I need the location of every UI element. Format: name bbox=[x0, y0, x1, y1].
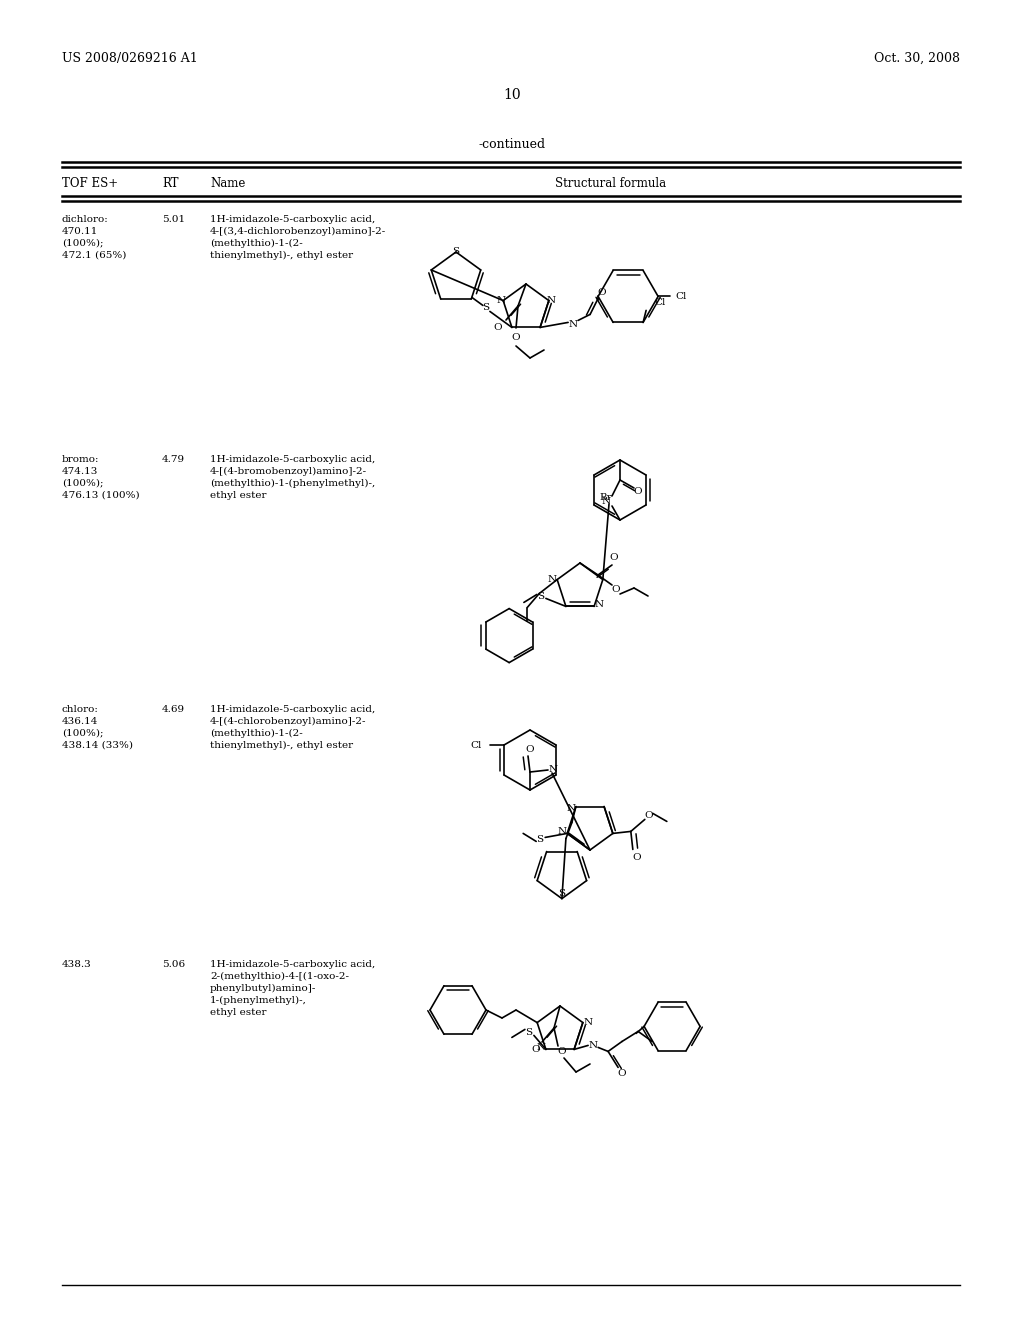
Text: N: N bbox=[566, 804, 575, 813]
Text: N: N bbox=[589, 1041, 598, 1049]
Text: Cl: Cl bbox=[654, 298, 666, 306]
Text: N: N bbox=[558, 826, 566, 836]
Text: O: O bbox=[611, 586, 621, 594]
Text: -continued: -continued bbox=[478, 139, 546, 150]
Text: N: N bbox=[548, 576, 557, 583]
Text: 1H-imidazole-5-carboxylic acid,
4-[(4-chlorobenzoyl)amino]-2-
(methylthio)-1-(2-: 1H-imidazole-5-carboxylic acid, 4-[(4-ch… bbox=[210, 705, 375, 750]
Text: 1H-imidazole-5-carboxylic acid,
4-[(3,4-dichlorobenzoyl)amino]-2-
(methylthio)-1: 1H-imidazole-5-carboxylic acid, 4-[(3,4-… bbox=[210, 215, 386, 260]
Text: S: S bbox=[525, 1028, 532, 1038]
Text: S: S bbox=[558, 890, 565, 898]
Text: Oct. 30, 2008: Oct. 30, 2008 bbox=[874, 51, 961, 65]
Text: 1H-imidazole-5-carboxylic acid,
4-[(4-bromobenzoyl)amino]-2-
(methylthio)-1-(phe: 1H-imidazole-5-carboxylic acid, 4-[(4-br… bbox=[210, 455, 375, 500]
Text: Br: Br bbox=[599, 494, 612, 503]
Text: O: O bbox=[558, 1048, 566, 1056]
Text: 10: 10 bbox=[503, 88, 521, 102]
Text: O: O bbox=[531, 1045, 541, 1055]
Text: Name: Name bbox=[210, 177, 246, 190]
Text: N: N bbox=[537, 1043, 546, 1052]
Text: TOF ES+: TOF ES+ bbox=[62, 177, 118, 190]
Text: 4.69: 4.69 bbox=[162, 705, 185, 714]
Text: Cl: Cl bbox=[471, 741, 482, 750]
Text: O: O bbox=[633, 853, 641, 862]
Text: N: N bbox=[584, 1018, 593, 1027]
Text: S: S bbox=[537, 836, 544, 843]
Text: chloro:
436.14
(100%);
438.14 (33%): chloro: 436.14 (100%); 438.14 (33%) bbox=[62, 705, 133, 750]
Text: RT: RT bbox=[162, 177, 178, 190]
Text: N: N bbox=[568, 319, 578, 329]
Text: Cl: Cl bbox=[675, 292, 686, 301]
Text: O: O bbox=[617, 1069, 627, 1078]
Text: O: O bbox=[525, 746, 535, 755]
Text: 5.01: 5.01 bbox=[162, 215, 185, 224]
Text: O: O bbox=[598, 288, 606, 297]
Text: N: N bbox=[546, 296, 555, 305]
Text: S: S bbox=[538, 591, 545, 601]
Text: N: N bbox=[601, 496, 610, 506]
Text: 438.3: 438.3 bbox=[62, 960, 92, 969]
Text: 1H-imidazole-5-carboxylic acid,
2-(methylthio)-4-[(1-oxo-2-
phenylbutyl)amino]-
: 1H-imidazole-5-carboxylic acid, 2-(methy… bbox=[210, 960, 375, 1016]
Text: 4.79: 4.79 bbox=[162, 455, 185, 465]
Text: S: S bbox=[453, 248, 460, 256]
Text: S: S bbox=[482, 302, 489, 312]
Text: O: O bbox=[494, 323, 503, 333]
Text: N: N bbox=[549, 766, 557, 775]
Text: O: O bbox=[609, 553, 618, 561]
Text: N: N bbox=[497, 296, 506, 305]
Text: O: O bbox=[644, 810, 653, 820]
Text: bromo:
474.13
(100%);
476.13 (100%): bromo: 474.13 (100%); 476.13 (100%) bbox=[62, 455, 139, 499]
Text: US 2008/0269216 A1: US 2008/0269216 A1 bbox=[62, 51, 198, 65]
Text: N: N bbox=[595, 599, 604, 609]
Text: dichloro:
470.11
(100%);
472.1 (65%): dichloro: 470.11 (100%); 472.1 (65%) bbox=[62, 215, 126, 260]
Text: 5.06: 5.06 bbox=[162, 960, 185, 969]
Text: O: O bbox=[512, 334, 520, 342]
Text: O: O bbox=[634, 487, 642, 496]
Text: Structural formula: Structural formula bbox=[555, 177, 667, 190]
